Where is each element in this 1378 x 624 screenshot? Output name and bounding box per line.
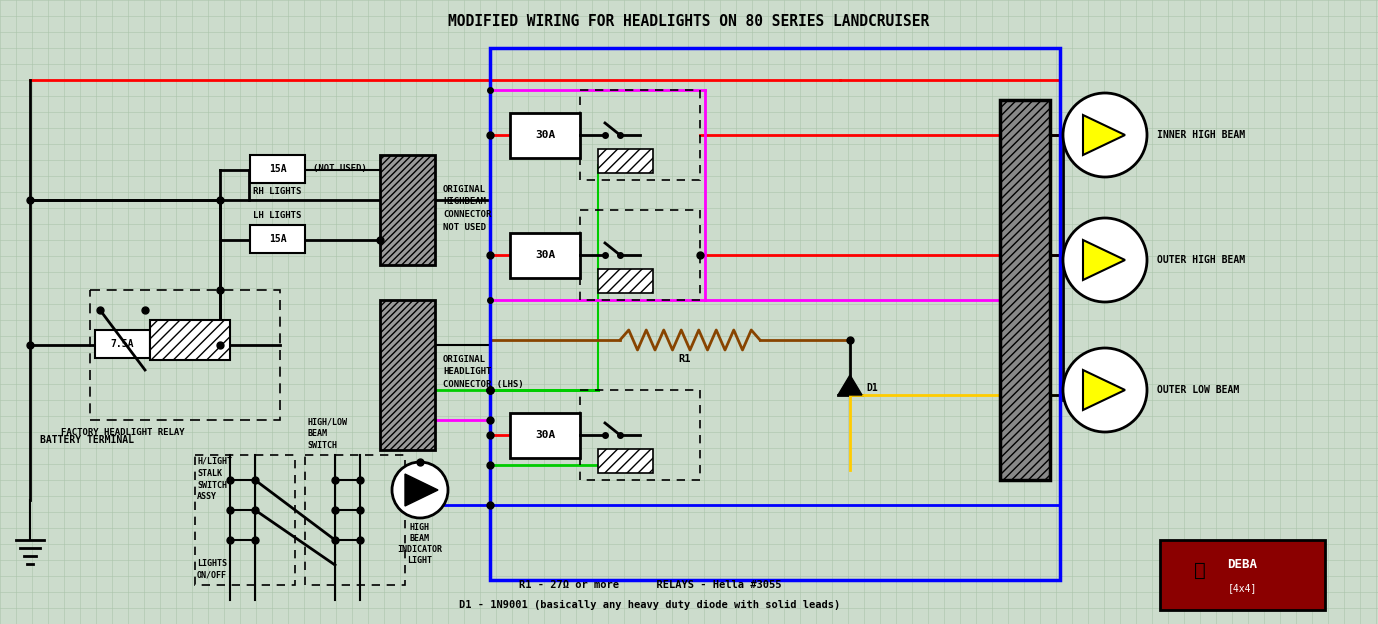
Bar <box>580 390 700 480</box>
Bar <box>380 155 435 265</box>
Text: ORIGINAL
HEADLIGHT
CONNECTOR (LHS): ORIGINAL HEADLIGHT CONNECTOR (LHS) <box>442 355 524 389</box>
Text: [4x4]: [4x4] <box>1228 583 1257 593</box>
Polygon shape <box>1083 370 1124 410</box>
Circle shape <box>391 462 448 518</box>
Bar <box>580 90 700 180</box>
Text: 30A: 30A <box>535 430 555 440</box>
Text: OUTER LOW BEAM: OUTER LOW BEAM <box>1158 385 1239 395</box>
Bar <box>491 48 1060 580</box>
Polygon shape <box>1083 240 1124 280</box>
Text: R1 - 27Ω or more      RELAYS - Hella #3055: R1 - 27Ω or more RELAYS - Hella #3055 <box>518 580 781 590</box>
Text: OUTER HIGH BEAM: OUTER HIGH BEAM <box>1158 255 1246 265</box>
Bar <box>510 113 580 158</box>
Bar <box>150 320 230 360</box>
Text: D1: D1 <box>865 383 878 393</box>
Text: 30A: 30A <box>535 130 555 140</box>
Bar <box>1000 100 1050 480</box>
Text: H/LIGHT
STALK
SWITCH
ASSY: H/LIGHT STALK SWITCH ASSY <box>197 457 232 502</box>
Polygon shape <box>1083 115 1124 155</box>
Text: 🚙: 🚙 <box>1195 560 1206 580</box>
Text: 30A: 30A <box>535 250 555 260</box>
Bar <box>90 290 280 420</box>
Text: INNER HIGH BEAM: INNER HIGH BEAM <box>1158 130 1246 140</box>
Text: DEBA: DEBA <box>1226 558 1257 572</box>
Text: 7.5A: 7.5A <box>110 339 134 349</box>
Bar <box>249 225 305 253</box>
Bar <box>95 330 150 358</box>
Text: MODIFIED WIRING FOR HEADLIGHTS ON 80 SERIES LANDCRUISER: MODIFIED WIRING FOR HEADLIGHTS ON 80 SER… <box>448 14 930 29</box>
Circle shape <box>1062 348 1146 432</box>
Circle shape <box>1062 218 1146 302</box>
Bar <box>598 449 653 473</box>
Text: LH LIGHTS: LH LIGHTS <box>254 211 302 220</box>
Text: 15A: 15A <box>269 234 287 244</box>
Bar <box>598 269 653 293</box>
Text: FACTORY HEADLIGHT RELAY: FACTORY HEADLIGHT RELAY <box>61 428 185 437</box>
Text: 15A: 15A <box>269 164 287 174</box>
Circle shape <box>1062 93 1146 177</box>
Text: LIGHTS
ON/OFF: LIGHTS ON/OFF <box>197 559 227 580</box>
Text: HIGH/LOW
BEAM
SWITCH: HIGH/LOW BEAM SWITCH <box>307 417 347 450</box>
Bar <box>196 455 295 585</box>
Bar <box>598 149 653 173</box>
Text: HIGH
BEAM
INDICATOR
LIGHT: HIGH BEAM INDICATOR LIGHT <box>397 523 442 565</box>
Text: RH LIGHTS: RH LIGHTS <box>254 187 302 196</box>
Text: (NOT USED): (NOT USED) <box>313 165 367 173</box>
Bar <box>510 413 580 458</box>
Polygon shape <box>838 375 863 395</box>
Text: R1: R1 <box>679 354 692 364</box>
Bar <box>510 233 580 278</box>
Bar <box>249 155 305 183</box>
Bar <box>580 210 700 300</box>
Text: D1 - 1N9001 (basically any heavy duty diode with solid leads): D1 - 1N9001 (basically any heavy duty di… <box>459 600 841 610</box>
Bar <box>305 455 405 585</box>
Text: BATTERY TERMINAL: BATTERY TERMINAL <box>40 435 134 445</box>
Polygon shape <box>405 474 438 506</box>
Bar <box>1160 540 1326 610</box>
Text: ORIGINAL
HIGHBEAM
CONNECTOR
NOT USED: ORIGINAL HIGHBEAM CONNECTOR NOT USED <box>442 185 492 232</box>
Bar <box>380 300 435 450</box>
